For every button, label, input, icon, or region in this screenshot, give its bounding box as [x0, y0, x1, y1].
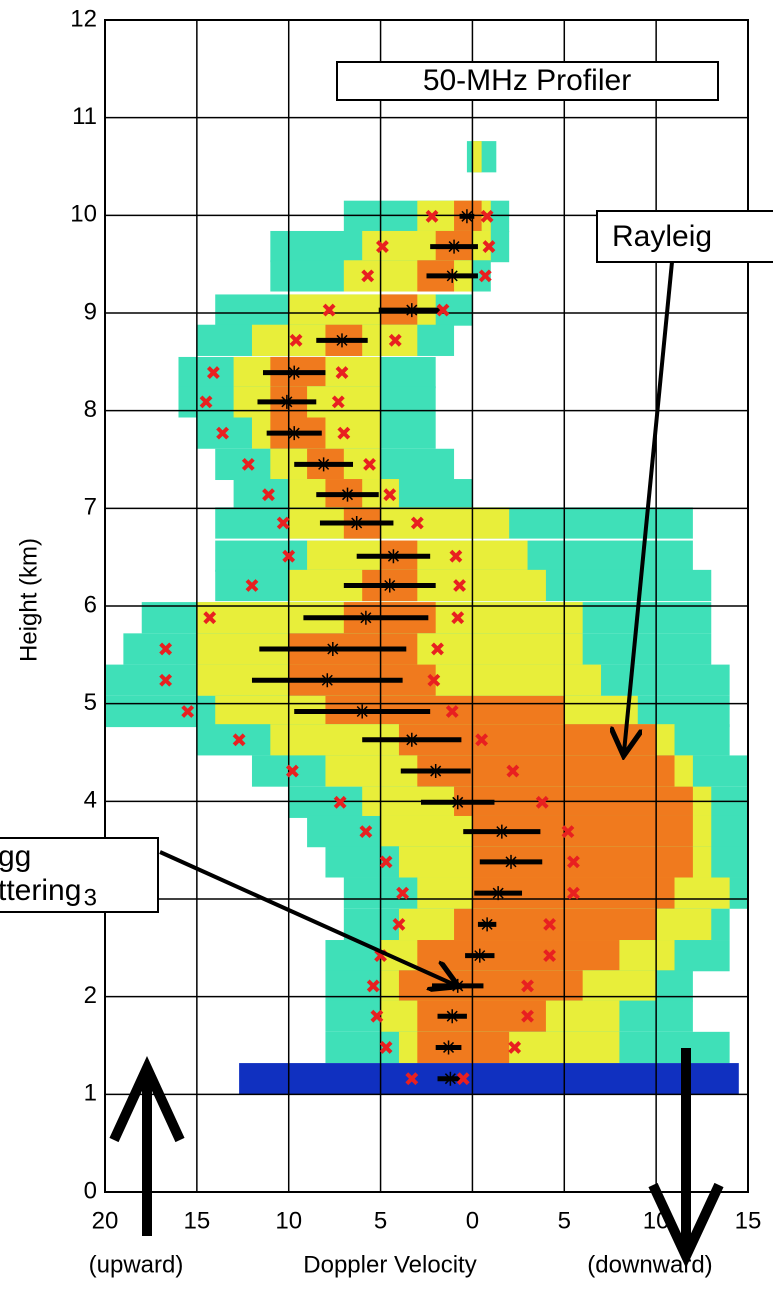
mean-point: [445, 269, 459, 283]
y-tick-label: 0: [84, 1177, 97, 1204]
y-tick-label: 6: [84, 591, 97, 618]
x-tick-label: 20: [92, 1207, 119, 1234]
y-tick-label: 12: [70, 5, 97, 32]
spectrum-cell: [467, 141, 496, 172]
mean-point: [445, 1009, 459, 1023]
y-tick-label: 11: [72, 103, 97, 130]
x-axis-label: (upward): [89, 1251, 184, 1278]
mean-point: [350, 516, 364, 530]
chart: 50-MHz Profiler Rayleig gg ttering Heigh…: [0, 0, 773, 1286]
mean-point: [335, 333, 349, 347]
y-tick-label: 5: [84, 689, 97, 716]
annotation: ttering: [0, 874, 81, 907]
mean-point: [320, 673, 334, 687]
mean-point: [287, 426, 301, 440]
mean-point: [359, 611, 373, 625]
x-tick-label: 15: [735, 1207, 762, 1234]
annotation: Rayleig: [612, 220, 712, 253]
mean-point: [480, 917, 494, 931]
y-tick-label: 8: [84, 396, 97, 423]
mean-point: [442, 1040, 456, 1054]
y-tick-label: 4: [84, 787, 97, 814]
mean-point: [491, 886, 505, 900]
mean-point: [405, 303, 419, 317]
mean-point: [429, 764, 443, 778]
mean-point: [473, 949, 487, 963]
x-axis-label: (downward): [587, 1251, 712, 1278]
spectrum-cell: [417, 1032, 509, 1063]
y-tick-label: 1: [84, 1080, 97, 1107]
mean-point: [460, 209, 474, 223]
mean-point: [504, 855, 518, 869]
y-tick-label: 9: [84, 298, 97, 325]
y-axis-label: Height (km): [15, 538, 42, 662]
mean-point: [341, 488, 355, 502]
x-tick-label: 10: [643, 1207, 670, 1234]
y-tick-label: 3: [84, 884, 97, 911]
mean-point: [495, 825, 509, 839]
mean-point: [451, 795, 465, 809]
low-band: [239, 1063, 739, 1094]
y-tick-label: 7: [84, 494, 97, 521]
mean-point: [287, 366, 301, 380]
mean-point: [326, 642, 340, 656]
annotation: 50-MHz Profiler: [423, 64, 631, 97]
x-tick-label: 10: [275, 1207, 302, 1234]
mean-point: [386, 549, 400, 563]
mean-point: [280, 395, 294, 409]
mean-point: [355, 704, 369, 718]
y-tick-label: 10: [70, 201, 97, 228]
spectrum-cell: [417, 940, 619, 971]
annotation: gg: [0, 840, 31, 873]
x-tick-label: 15: [184, 1207, 211, 1234]
x-tick-label: 0: [466, 1207, 479, 1234]
mean-point: [317, 457, 331, 471]
mean-point: [383, 578, 397, 592]
x-tick-label: 5: [558, 1207, 571, 1234]
plot-area: [105, 20, 748, 1192]
spectrum-cell: [472, 141, 481, 172]
x-axis-label: Doppler Velocity: [303, 1251, 476, 1278]
mean-point: [405, 733, 419, 747]
y-tick-label: 2: [84, 982, 97, 1009]
x-tick-label: 5: [374, 1207, 387, 1234]
mean-point: [443, 1072, 457, 1086]
mean-point: [447, 240, 461, 254]
